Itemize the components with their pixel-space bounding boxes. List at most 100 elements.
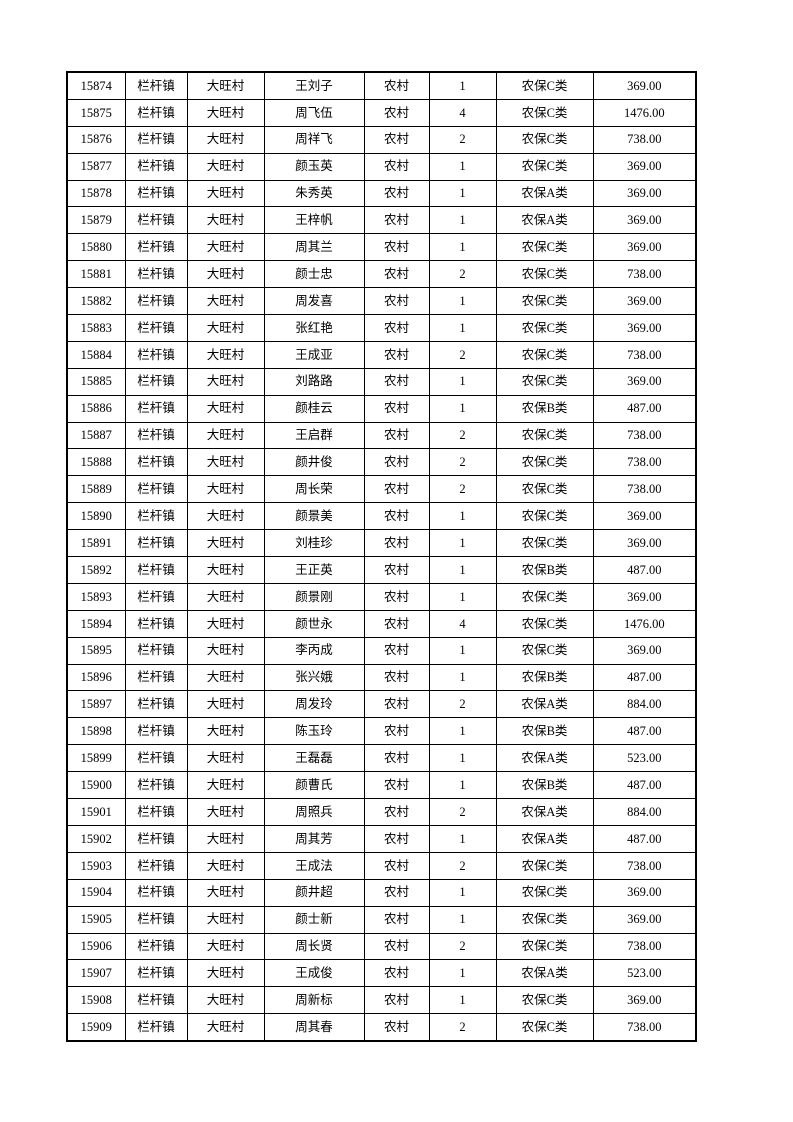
cell-category: 农村 [363, 636, 430, 665]
cell-record-id: 15893 [66, 582, 126, 611]
table-row: 15886 栏杆镇 大旺村 颜桂云 农村 1 农保B类 487.00 [66, 394, 697, 423]
cell-insurance-type: 农保C类 [495, 475, 594, 504]
cell-village: 大旺村 [186, 179, 265, 208]
cell-town: 栏杆镇 [124, 717, 188, 746]
cell-village: 大旺村 [186, 556, 265, 584]
cell-person-count: 1 [428, 824, 497, 853]
table-row: 15891 栏杆镇 大旺村 刘桂珍 农村 1 农保C类 369.00 [66, 529, 697, 558]
table-row: 15909 栏杆镇 大旺村 周其春 农村 2 农保C类 738.00 [66, 1013, 697, 1042]
cell-person-name: 颜曹氏 [263, 771, 365, 800]
cell-record-id: 15878 [66, 179, 126, 208]
cell-insurance-type: 农保C类 [495, 233, 594, 262]
cell-town: 栏杆镇 [124, 98, 188, 127]
table-row: 15885 栏杆镇 大旺村 刘路路 农村 1 农保C类 369.00 [66, 367, 697, 396]
cell-village: 大旺村 [186, 959, 265, 988]
cell-town: 栏杆镇 [124, 636, 188, 665]
cell-amount: 369.00 [592, 71, 697, 100]
cell-village: 大旺村 [186, 609, 265, 638]
cell-town: 栏杆镇 [124, 367, 188, 396]
cell-insurance-type: 农保C类 [495, 448, 594, 477]
cell-town: 栏杆镇 [124, 206, 188, 235]
cell-record-id: 15896 [66, 663, 126, 692]
cell-person-count: 1 [428, 233, 497, 262]
cell-amount: 369.00 [592, 878, 697, 907]
cell-person-count: 1 [428, 367, 497, 396]
cell-record-id: 15901 [66, 798, 126, 826]
cell-village: 大旺村 [186, 932, 265, 961]
cell-record-id: 15877 [66, 152, 126, 181]
cell-town: 栏杆镇 [124, 179, 188, 208]
cell-person-name: 刘桂珍 [263, 529, 365, 558]
cell-village: 大旺村 [186, 636, 265, 665]
cell-person-name: 颜玉英 [263, 152, 365, 181]
cell-insurance-type: 农保C类 [495, 502, 594, 531]
cell-category: 农村 [363, 690, 430, 719]
cell-person-name: 王成法 [263, 851, 365, 880]
cell-person-name: 颜景美 [263, 502, 365, 531]
cell-person-count: 1 [428, 314, 497, 342]
cell-village: 大旺村 [186, 502, 265, 531]
cell-category: 农村 [363, 340, 430, 369]
cell-village: 大旺村 [186, 851, 265, 880]
cell-town: 栏杆镇 [124, 421, 188, 450]
cell-town: 栏杆镇 [124, 798, 188, 826]
cell-town: 栏杆镇 [124, 71, 188, 100]
table-row: 15881 栏杆镇 大旺村 颜士忠 农村 2 农保C类 738.00 [66, 260, 697, 289]
cell-amount: 738.00 [592, 125, 697, 154]
cell-insurance-type: 农保C类 [495, 287, 594, 316]
cell-person-name: 周长荣 [263, 475, 365, 504]
cell-amount: 487.00 [592, 556, 697, 584]
cell-person-count: 1 [428, 206, 497, 235]
cell-person-count: 2 [428, 851, 497, 880]
cell-amount: 738.00 [592, 932, 697, 961]
cell-record-id: 15875 [66, 98, 126, 127]
cell-town: 栏杆镇 [124, 314, 188, 342]
cell-category: 农村 [363, 932, 430, 961]
cell-amount: 369.00 [592, 905, 697, 934]
table-row: 15900 栏杆镇 大旺村 颜曹氏 农村 1 农保B类 487.00 [66, 771, 697, 800]
cell-person-name: 颜世永 [263, 609, 365, 638]
cell-insurance-type: 农保A类 [495, 798, 594, 826]
cell-record-id: 15889 [66, 475, 126, 504]
cell-category: 农村 [363, 287, 430, 316]
cell-person-name: 颜景刚 [263, 582, 365, 611]
cell-town: 栏杆镇 [124, 260, 188, 289]
cell-village: 大旺村 [186, 717, 265, 746]
cell-person-name: 王刘子 [263, 71, 365, 100]
cell-village: 大旺村 [186, 98, 265, 127]
cell-village: 大旺村 [186, 475, 265, 504]
table-row: 15906 栏杆镇 大旺村 周长贤 农村 2 农保C类 738.00 [66, 932, 697, 961]
cell-person-name: 周长贤 [263, 932, 365, 961]
cell-record-id: 15904 [66, 878, 126, 907]
cell-insurance-type: 农保A类 [495, 206, 594, 235]
cell-record-id: 15895 [66, 636, 126, 665]
cell-village: 大旺村 [186, 1013, 265, 1042]
cell-person-count: 1 [428, 905, 497, 934]
cell-insurance-type: 农保A类 [495, 744, 594, 773]
cell-amount: 369.00 [592, 986, 697, 1015]
cell-record-id: 15887 [66, 421, 126, 450]
cell-village: 大旺村 [186, 367, 265, 396]
cell-category: 农村 [363, 98, 430, 127]
cell-category: 农村 [363, 798, 430, 826]
table-row: 15879 栏杆镇 大旺村 王梓帆 农村 1 农保A类 369.00 [66, 206, 697, 235]
cell-amount: 369.00 [592, 287, 697, 316]
cell-category: 农村 [363, 771, 430, 800]
cell-amount: 487.00 [592, 771, 697, 800]
cell-category: 农村 [363, 206, 430, 235]
cell-person-name: 周发喜 [263, 287, 365, 316]
cell-village: 大旺村 [186, 986, 265, 1015]
cell-town: 栏杆镇 [124, 152, 188, 181]
cell-person-count: 1 [428, 556, 497, 584]
cell-category: 农村 [363, 475, 430, 504]
cell-village: 大旺村 [186, 394, 265, 423]
cell-person-count: 1 [428, 771, 497, 800]
cell-town: 栏杆镇 [124, 905, 188, 934]
cell-person-name: 王正英 [263, 556, 365, 584]
table-row: 15888 栏杆镇 大旺村 颜井俊 农村 2 农保C类 738.00 [66, 448, 697, 477]
cell-category: 农村 [363, 609, 430, 638]
cell-person-name: 王梓帆 [263, 206, 365, 235]
cell-amount: 738.00 [592, 1013, 697, 1042]
cell-person-count: 2 [428, 421, 497, 450]
cell-category: 农村 [363, 421, 430, 450]
